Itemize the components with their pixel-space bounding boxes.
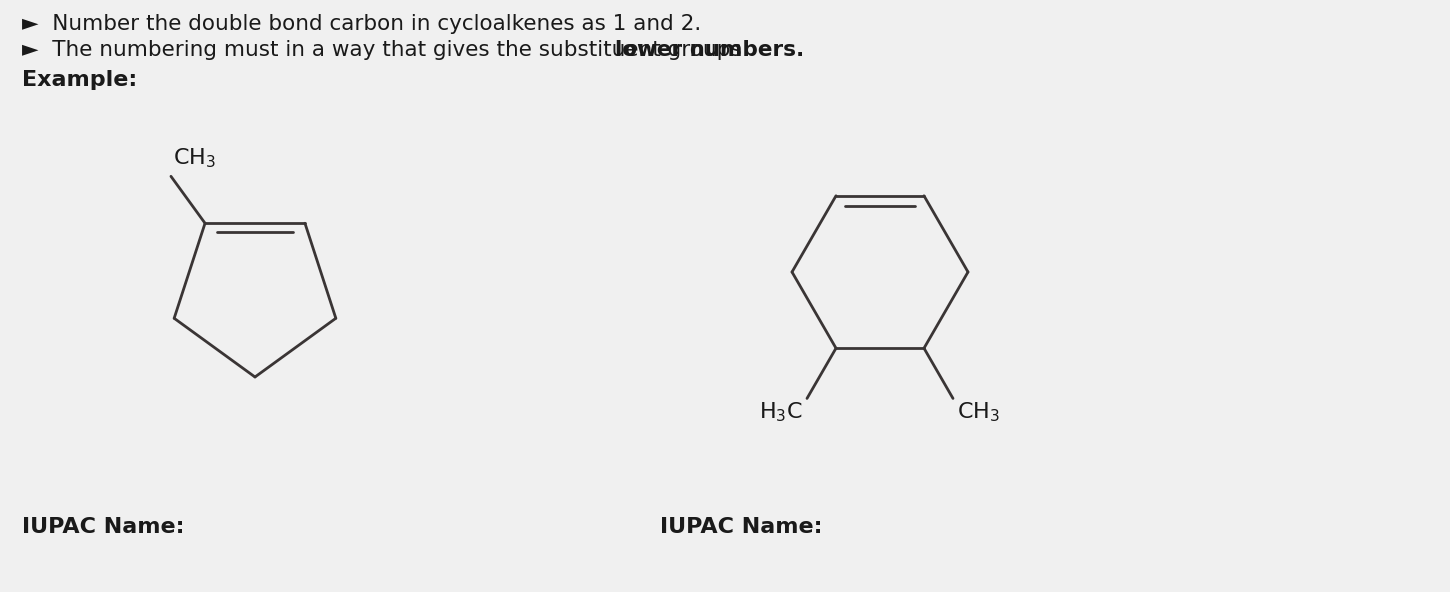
Text: CH$_3$: CH$_3$ [173, 147, 216, 170]
Text: lower numbers.: lower numbers. [615, 40, 805, 60]
Text: Example:: Example: [22, 70, 138, 90]
Text: IUPAC Name:: IUPAC Name: [22, 517, 184, 537]
Text: ►  The numbering must in a way that gives the substituent groups: ► The numbering must in a way that gives… [22, 40, 748, 60]
Text: CH$_3$: CH$_3$ [957, 400, 1000, 424]
Text: H$_3$C: H$_3$C [760, 400, 803, 424]
Text: IUPAC Name:: IUPAC Name: [660, 517, 822, 537]
Text: ►  Number the double bond carbon in cycloalkenes as 1 and 2.: ► Number the double bond carbon in cyclo… [22, 14, 702, 34]
